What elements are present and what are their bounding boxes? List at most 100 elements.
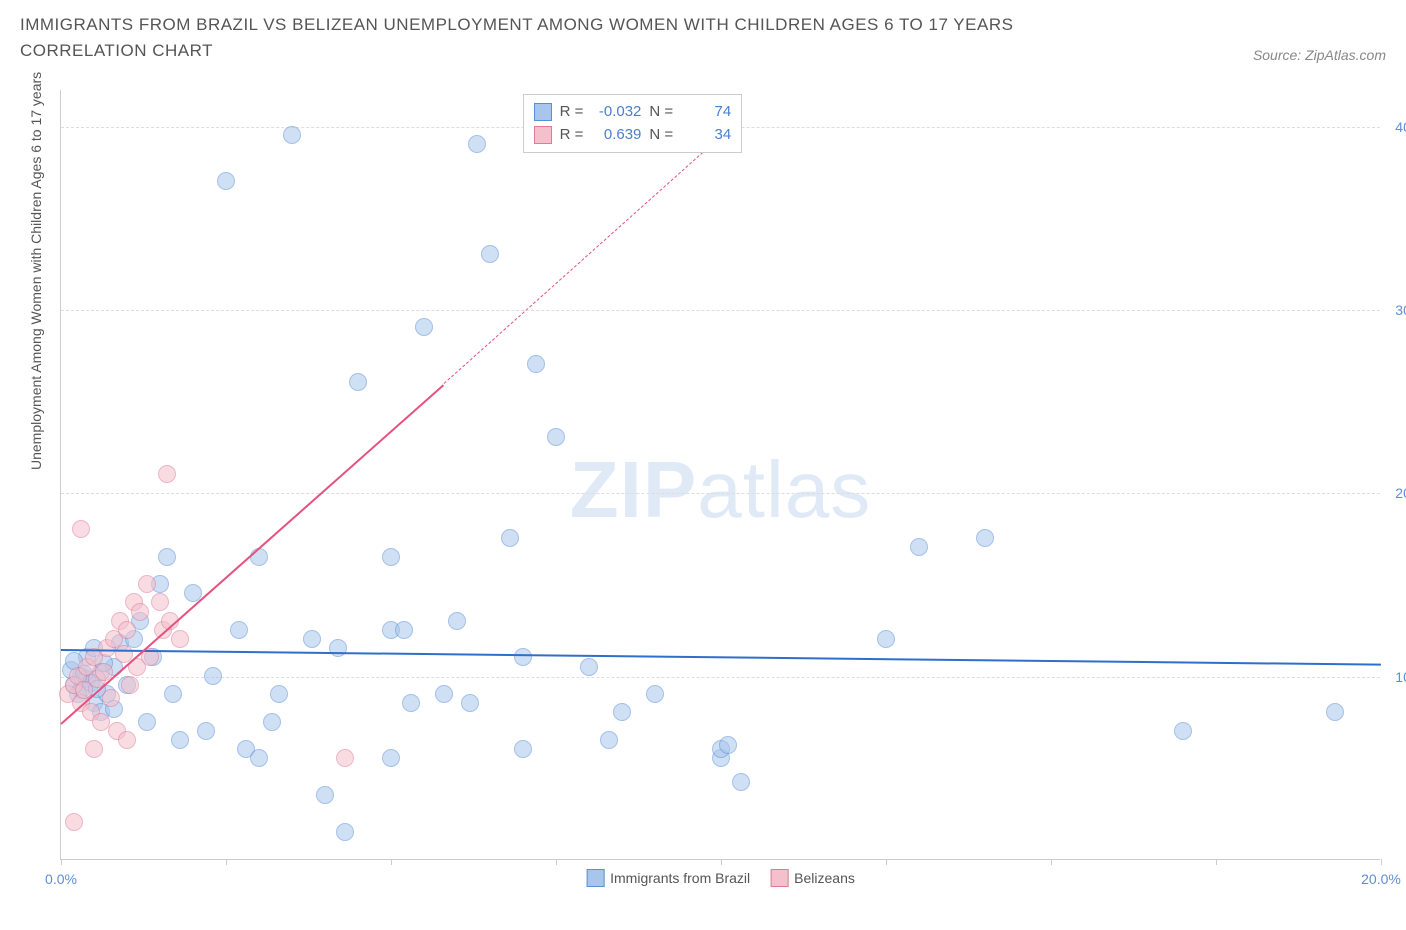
data-point [719, 736, 737, 754]
data-point [415, 318, 433, 336]
x-tick [556, 859, 557, 865]
data-point [481, 245, 499, 263]
legend-item: Immigrants from Brazil [586, 869, 750, 887]
data-point [270, 685, 288, 703]
data-point [600, 731, 618, 749]
stats-row: R = 0.639 N = 34 [534, 124, 732, 147]
data-point [138, 713, 156, 731]
data-point [250, 548, 268, 566]
stat-n-value: 34 [681, 124, 731, 147]
data-point [171, 731, 189, 749]
watermark: ZIPatlas [570, 444, 871, 536]
data-point [65, 813, 83, 831]
legend-swatch [770, 869, 788, 887]
data-point [395, 621, 413, 639]
data-point [527, 355, 545, 373]
data-point [547, 428, 565, 446]
data-point [336, 823, 354, 841]
legend-item: Belizeans [770, 869, 855, 887]
legend: Immigrants from Brazil Belizeans [586, 869, 855, 887]
data-point [197, 722, 215, 740]
stat-r-value: -0.032 [591, 101, 641, 124]
data-point [514, 740, 532, 758]
x-tick [226, 859, 227, 865]
stats-row: R = -0.032 N = 74 [534, 101, 732, 124]
data-point [732, 773, 750, 791]
legend-label: Belizeans [794, 870, 855, 886]
x-tick [1216, 859, 1217, 865]
x-tick [1051, 859, 1052, 865]
scatter-chart: ZIPatlas 10.0%20.0%30.0%40.0%0.0%20.0%R … [60, 90, 1380, 860]
data-point [877, 630, 895, 648]
data-point [250, 749, 268, 767]
y-tick-label: 30.0% [1395, 302, 1406, 318]
legend-label: Immigrants from Brazil [610, 870, 750, 886]
data-point [448, 612, 466, 630]
data-point [118, 731, 136, 749]
x-tick [721, 859, 722, 865]
data-point [580, 658, 598, 676]
y-axis-label: Unemployment Among Women with Children A… [28, 72, 44, 470]
stat-r-label: R = [560, 124, 584, 147]
data-point [303, 630, 321, 648]
data-point [263, 713, 281, 731]
data-point [230, 621, 248, 639]
chart-header: IMMIGRANTS FROM BRAZIL VS BELIZEAN UNEMP… [0, 0, 1406, 71]
data-point [1174, 722, 1192, 740]
data-point [349, 373, 367, 391]
y-tick-label: 40.0% [1395, 119, 1406, 135]
data-point [158, 548, 176, 566]
y-tick-label: 10.0% [1395, 669, 1406, 685]
data-point [217, 172, 235, 190]
data-point [646, 685, 664, 703]
data-point [72, 520, 90, 538]
data-point [164, 685, 182, 703]
stat-n-label: N = [649, 124, 673, 147]
data-point [204, 667, 222, 685]
stat-r-label: R = [560, 101, 584, 124]
data-point [435, 685, 453, 703]
data-point [468, 135, 486, 153]
y-tick-label: 20.0% [1395, 485, 1406, 501]
stats-box: R = -0.032 N = 74 R = 0.639 N = 34 [523, 94, 743, 153]
data-point [613, 703, 631, 721]
gridline [61, 677, 1380, 678]
stat-r-value: 0.639 [591, 124, 641, 147]
data-point [316, 786, 334, 804]
x-tick [391, 859, 392, 865]
legend-swatch [586, 869, 604, 887]
legend-swatch [534, 126, 552, 144]
data-point [910, 538, 928, 556]
data-point [102, 689, 120, 707]
data-point [138, 575, 156, 593]
data-point [461, 694, 479, 712]
data-point [121, 676, 139, 694]
data-point [382, 548, 400, 566]
x-tick [886, 859, 887, 865]
legend-swatch [534, 103, 552, 121]
x-tick-label: 20.0% [1361, 871, 1401, 887]
watermark-bold: ZIP [570, 445, 697, 534]
data-point [402, 694, 420, 712]
x-tick [61, 859, 62, 865]
data-point [336, 749, 354, 767]
watermark-light: atlas [697, 445, 871, 534]
data-point [514, 648, 532, 666]
x-tick [1381, 859, 1382, 865]
data-point [171, 630, 189, 648]
data-point [158, 465, 176, 483]
data-point [283, 126, 301, 144]
data-point [1326, 703, 1344, 721]
x-tick-label: 0.0% [45, 871, 77, 887]
stat-n-value: 74 [681, 101, 731, 124]
data-point [92, 713, 110, 731]
stat-n-label: N = [649, 101, 673, 124]
data-point [151, 593, 169, 611]
data-point [85, 740, 103, 758]
data-point [382, 749, 400, 767]
chart-title: IMMIGRANTS FROM BRAZIL VS BELIZEAN UNEMP… [20, 12, 1120, 63]
data-point [976, 529, 994, 547]
data-point [501, 529, 519, 547]
trend-line [61, 649, 1381, 666]
gridline [61, 493, 1380, 494]
